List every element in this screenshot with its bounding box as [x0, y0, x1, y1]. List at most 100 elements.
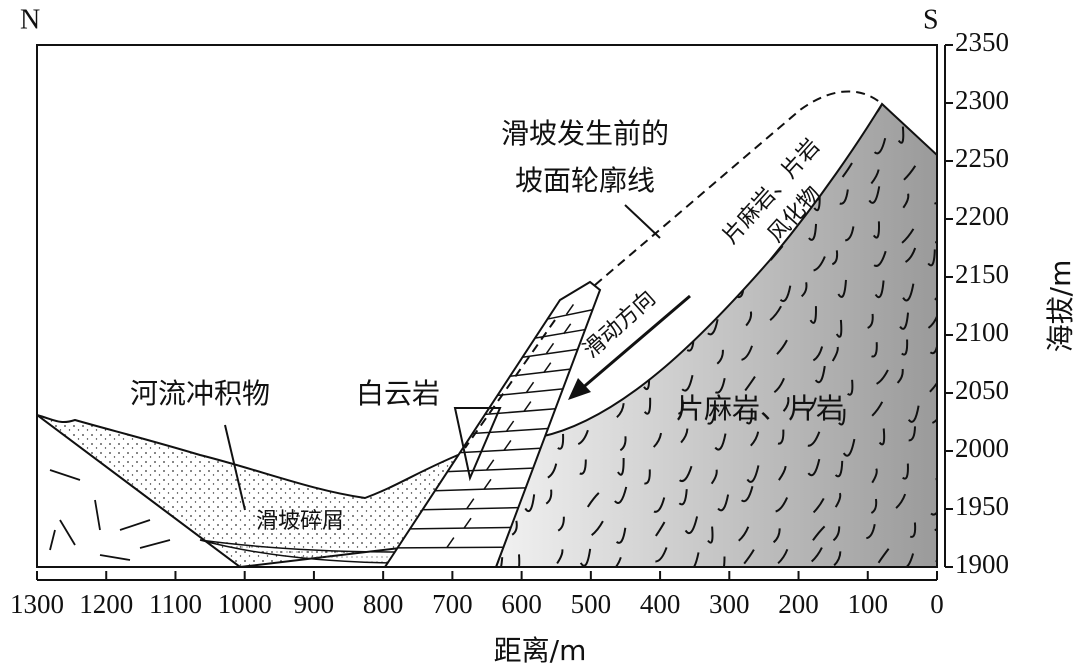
- gneiss-dash: [901, 339, 909, 356]
- brick-joint: [543, 362, 552, 374]
- brick-line: [459, 447, 541, 454]
- brick-line: [409, 526, 511, 530]
- gneiss-dash: [895, 493, 907, 509]
- y-axis-title: 海拔/m: [1044, 260, 1077, 353]
- gneiss-dash: [717, 494, 730, 512]
- x-tick-label: 500: [571, 589, 612, 619]
- gneiss-dash: [769, 245, 784, 261]
- gneiss-dash: [813, 256, 826, 272]
- gneiss-dash: [931, 408, 937, 424]
- brick-joint: [545, 342, 555, 354]
- y-tick-label: 1900: [955, 549, 1009, 579]
- x-tick-label: 1200: [79, 589, 133, 619]
- gneiss-dash: [831, 346, 839, 362]
- gneiss-body: [494, 102, 938, 568]
- gneiss-dash: [897, 126, 905, 144]
- gneiss-dash: [611, 556, 622, 567]
- north-label: N: [20, 4, 40, 35]
- gneiss-dash: [746, 465, 760, 483]
- gneiss-dash: [738, 526, 750, 542]
- gneiss-dash: [769, 305, 782, 321]
- gneiss-dash: [778, 465, 787, 481]
- gneiss-dash: [934, 285, 937, 301]
- gneiss-dash: [837, 279, 847, 298]
- gneiss-dash: [902, 193, 910, 209]
- gneiss-dash: [809, 306, 817, 324]
- brick-line: [522, 348, 578, 358]
- gneiss-dash: [777, 429, 785, 445]
- gneiss-dash: [807, 458, 821, 477]
- gneiss-dash: [934, 515, 937, 532]
- gneiss-dash: [847, 379, 854, 396]
- gneiss-dash: [899, 312, 910, 330]
- gneiss-dash: [545, 489, 553, 505]
- gneiss-dash: [902, 553, 915, 567]
- gneiss-dash: [655, 547, 668, 563]
- gneiss-dash: [904, 247, 917, 263]
- y-tick-label: 1950: [955, 491, 1009, 521]
- gneiss-dash: [707, 409, 716, 425]
- gneiss-dash: [745, 311, 753, 327]
- x-tick-label: 1100: [149, 589, 202, 619]
- gneiss-dash: [644, 469, 651, 485]
- gneiss-dash: [876, 369, 889, 385]
- gneiss-dash: [679, 465, 693, 482]
- gneiss-dash: [717, 556, 726, 567]
- gneiss-dash: [655, 521, 666, 537]
- gneiss-dash: [873, 137, 887, 155]
- leader: [453, 407, 502, 482]
- gneiss-dash: [813, 193, 821, 212]
- gneiss-dash: [873, 250, 887, 267]
- gneiss-dash: [614, 486, 628, 505]
- gneiss-dash: [619, 436, 627, 452]
- gneiss-dash: [806, 397, 817, 413]
- gneiss-dash: [909, 522, 917, 538]
- brick-line: [397, 546, 504, 549]
- annotation: 河流冲积物: [130, 377, 270, 410]
- gneiss-dash: [902, 463, 909, 480]
- gneiss-dash: [714, 378, 726, 394]
- gneiss-dash: [743, 549, 755, 565]
- gneiss-dash: [845, 226, 855, 242]
- gneiss-dash: [811, 547, 823, 563]
- gneiss-dash: [870, 498, 878, 514]
- gneiss-dash: [935, 547, 937, 563]
- brick-line: [422, 506, 519, 511]
- brick-joint: [503, 439, 512, 451]
- brick-joint: [446, 537, 455, 549]
- brick-joint: [523, 401, 532, 413]
- y-tick-label: 2250: [955, 143, 1009, 173]
- gneiss-dash: [902, 283, 915, 302]
- gneiss-dash: [842, 438, 856, 457]
- gneiss-dash: [930, 499, 937, 516]
- x-tick-label: 900: [294, 589, 335, 619]
- gneiss-dash: [901, 228, 915, 244]
- gneiss-dash: [524, 494, 536, 513]
- gneiss-dash: [710, 469, 718, 485]
- brick-line: [547, 309, 593, 320]
- gneiss-dash: [896, 368, 904, 384]
- gneiss-dash: [878, 428, 886, 446]
- slide-arrow: [568, 294, 691, 400]
- gneiss-dash: [777, 548, 789, 565]
- gneiss-dash: [652, 432, 663, 448]
- gneiss-dash: [866, 523, 876, 540]
- gneiss-dash: [740, 486, 754, 503]
- gneiss-dash: [872, 221, 881, 239]
- brick-joint: [463, 517, 472, 529]
- y-tick-label: 2350: [955, 27, 1009, 57]
- gneiss-dash: [716, 349, 724, 365]
- gneiss-dash: [835, 319, 843, 338]
- gneiss-dash: [814, 365, 826, 384]
- gneiss-dash: [868, 186, 881, 204]
- gneiss-dash: [834, 460, 844, 478]
- gneiss-dash: [867, 313, 874, 329]
- gneiss-dash: [556, 549, 564, 564]
- leader: [624, 204, 661, 239]
- gneiss-dash: [812, 346, 824, 362]
- gneiss-dash: [707, 319, 719, 336]
- gneiss-dash: [615, 527, 627, 544]
- gneiss-dash: [833, 551, 842, 567]
- y-tick-label: 2300: [955, 85, 1009, 115]
